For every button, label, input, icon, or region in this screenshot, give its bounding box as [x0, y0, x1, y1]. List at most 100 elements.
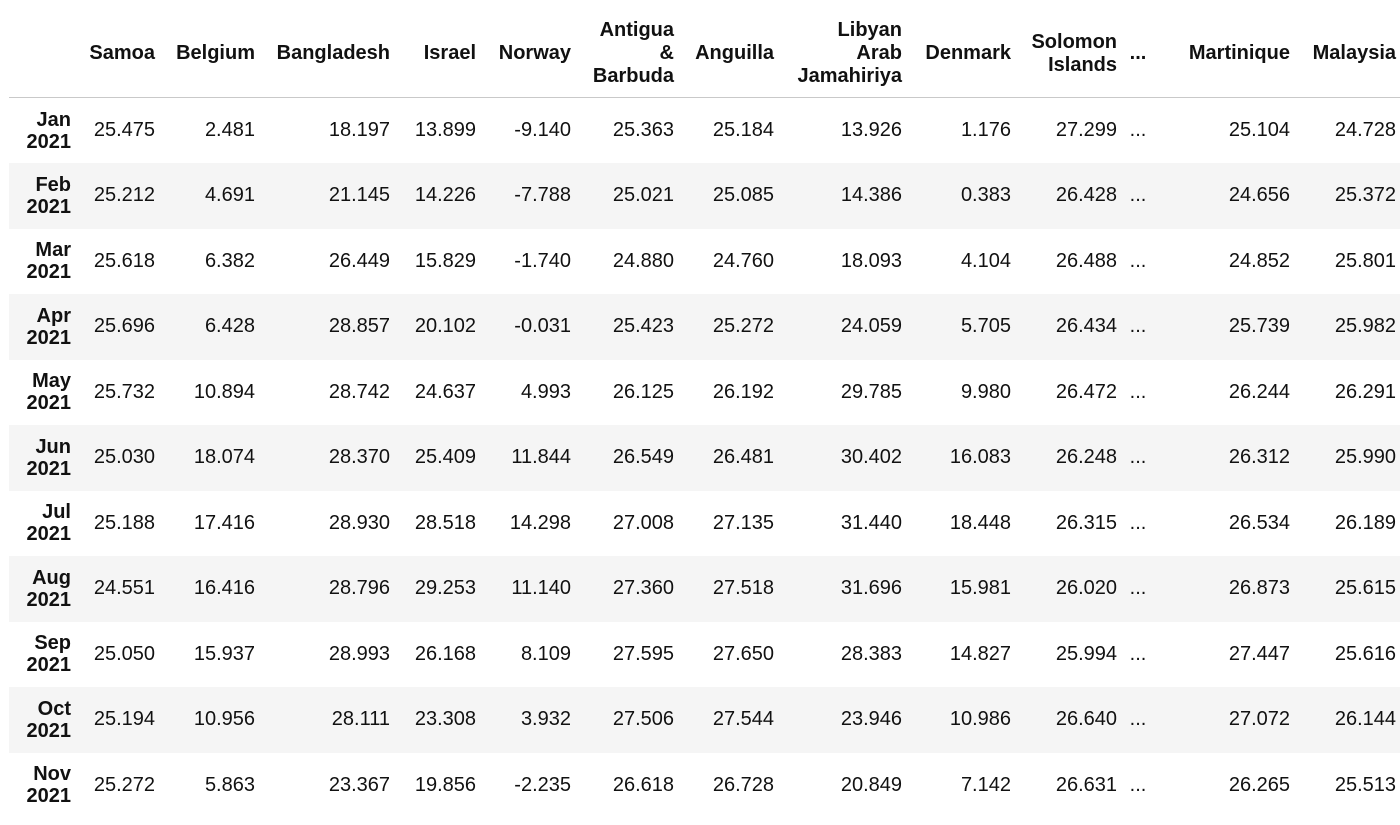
ellipsis-cell: ... — [1129, 184, 1147, 207]
row-index-month: Feb — [35, 173, 71, 196]
table-cell: 25.272 — [93, 773, 155, 796]
table-cell: 4.691 — [204, 184, 255, 207]
table-row: Mar 2021 25.618 6.382 26.449 15.829 -1.740 24.8… — [9, 229, 1400, 295]
row-index: Mar 2021 — [9, 229, 75, 295]
table-cell: 25.616 — [1334, 642, 1396, 665]
ellipsis-cell: ... — [1129, 119, 1147, 141]
table-row: Nov 2021 25.272 5.863 23.367 19.856 -2.235 26.6… — [9, 753, 1400, 819]
ellipsis-cell: ... — [1129, 773, 1147, 796]
table-cell: 29.253 — [414, 577, 476, 600]
row-index-year: 2021 — [26, 523, 72, 546]
row-index-month: Oct — [37, 697, 71, 720]
table-cell: 25.212 — [93, 184, 155, 207]
table-cell: 24.852 — [1228, 249, 1290, 272]
column-header: Belgium — [159, 10, 259, 98]
table-cell: 16.416 — [193, 577, 255, 600]
table-cell: 26.265 — [1228, 773, 1290, 796]
table-cell: 26.144 — [1334, 708, 1396, 731]
table-cell: 20.849 — [840, 773, 902, 796]
table-cell: 25.409 — [414, 446, 476, 469]
table-cell: 25.732 — [93, 380, 155, 403]
ellipsis-cell: ... — [1129, 511, 1147, 534]
table-cell: 28.796 — [328, 577, 390, 600]
table-cell: 25.696 — [93, 315, 155, 338]
table-cell: 27.135 — [712, 511, 774, 534]
row-index-year: 2021 — [26, 195, 72, 218]
table-cell: 27.518 — [712, 577, 774, 600]
table-cell: 24.728 — [1334, 119, 1396, 141]
column-header: Solomon Islands — [1015, 10, 1121, 98]
table-cell: 25.513 — [1334, 773, 1396, 796]
table-cell: 14.298 — [509, 511, 571, 534]
table-cell: 10.894 — [193, 380, 255, 403]
table-cell: 26.534 — [1228, 511, 1290, 534]
header-line: Barbuda — [592, 65, 674, 87]
table-cell: 28.742 — [328, 380, 390, 403]
table-cell: 14.827 — [949, 642, 1011, 665]
table-cell: 0.383 — [960, 184, 1011, 207]
table-cell: 15.981 — [949, 577, 1011, 600]
table-row: Feb 2021 25.212 4.691 21.145 14.226 -7.788 25.0… — [9, 163, 1400, 229]
row-index: Apr 2021 — [9, 294, 75, 360]
table-cell: 27.072 — [1228, 708, 1290, 731]
table-cell: 1.176 — [960, 119, 1011, 141]
table-cell: 26.248 — [1055, 446, 1117, 469]
table-cell: 25.030 — [93, 446, 155, 469]
table-cell: 25.104 — [1228, 119, 1290, 141]
header-line: Libyan — [837, 19, 902, 41]
row-index-year: 2021 — [26, 392, 72, 415]
row-index-month: Sep — [34, 632, 71, 655]
table-cell: 31.696 — [840, 577, 902, 600]
table-cell: 26.549 — [612, 446, 674, 469]
table-cell: 28.518 — [414, 511, 476, 534]
row-index-month: Aug — [32, 566, 71, 589]
table-cell: -0.031 — [514, 315, 571, 338]
table-cell: 16.083 — [949, 446, 1011, 469]
table-cell: 29.785 — [840, 380, 902, 403]
table-cell: 28.383 — [840, 642, 902, 665]
table-cell: 25.423 — [612, 315, 674, 338]
column-header: Israel — [394, 10, 480, 98]
table-cell: 27.650 — [712, 642, 774, 665]
table-cell: 26.125 — [612, 380, 674, 403]
table-cell: 25.475 — [93, 119, 155, 141]
table-cell: 27.360 — [612, 577, 674, 600]
column-header: Norway — [480, 10, 575, 98]
row-index: Jan 2021 — [9, 98, 75, 164]
table-cell: 26.312 — [1228, 446, 1290, 469]
ellipsis-cell: ... — [1129, 577, 1147, 600]
row-index-year: 2021 — [26, 261, 72, 284]
column-header: Libyan Arab Jamahiriya — [778, 10, 906, 98]
table-cell: 27.299 — [1055, 119, 1117, 141]
table-cell: 21.145 — [328, 184, 390, 207]
table-cell: 25.050 — [93, 642, 155, 665]
table-row: Jun 2021 25.030 18.074 28.370 25.409 11.844 26.… — [9, 425, 1400, 491]
table-cell: 26.488 — [1055, 249, 1117, 272]
table-cell: 25.618 — [93, 249, 155, 272]
header-row: Samoa Belgium Bangladesh Israel Norway A… — [9, 10, 1400, 98]
table-cell: 26.481 — [712, 446, 774, 469]
table-cell: 18.448 — [949, 511, 1011, 534]
column-header: Malaysia — [1294, 10, 1400, 98]
table-cell: 26.168 — [414, 642, 476, 665]
table-cell: 24.059 — [840, 315, 902, 338]
table-cell: 26.449 — [328, 249, 390, 272]
table-cell: 26.873 — [1228, 577, 1290, 600]
table-cell: 14.226 — [414, 184, 476, 207]
table-cell: 10.956 — [193, 708, 255, 731]
index-header — [9, 10, 75, 98]
table-cell: 19.856 — [414, 773, 476, 796]
table-cell: 23.367 — [328, 773, 390, 796]
table-cell: 3.932 — [520, 708, 571, 731]
table-cell: 20.102 — [414, 315, 476, 338]
dataframe-output: Samoa Belgium Bangladesh Israel Norway A… — [9, 10, 1400, 825]
table-cell: 28.993 — [328, 642, 390, 665]
table-cell: 23.308 — [414, 708, 476, 731]
table-cell: 6.382 — [204, 249, 255, 272]
table-cell: 26.728 — [712, 773, 774, 796]
table-cell: 15.937 — [193, 642, 255, 665]
table-cell: 25.801 — [1334, 249, 1396, 272]
table-cell: 14.386 — [840, 184, 902, 207]
row-index: May 2021 — [9, 360, 75, 426]
row-index: Jun 2021 — [9, 425, 75, 491]
